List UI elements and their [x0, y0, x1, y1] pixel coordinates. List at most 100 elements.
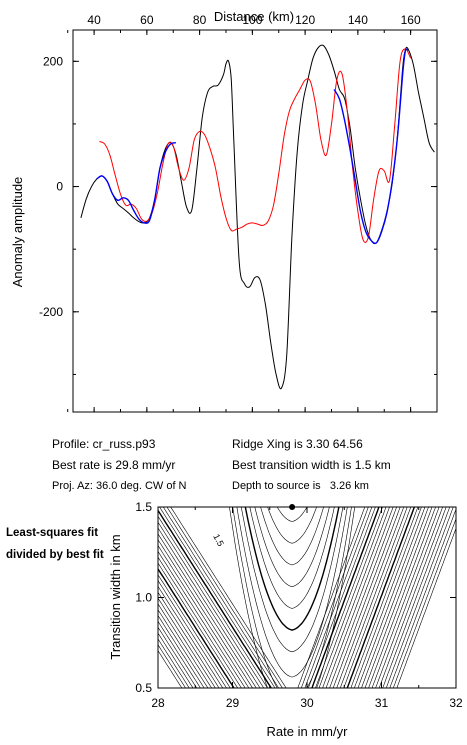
projection-azimuth: Proj. Az: 36.0 deg. CW of N: [52, 480, 187, 492]
misfit-note: Least-squares fit divided by best fit: [6, 527, 104, 561]
depth-to-source: Depth to source is 3.26 km: [232, 480, 369, 492]
contour-line-left-6: [158, 521, 265, 688]
fit-segment-right-line: [333, 48, 409, 245]
y-tick-label-0: 200: [43, 54, 63, 68]
contour-line-left-19: [158, 597, 216, 688]
contour-line-inner-4: [244, 507, 340, 631]
contour-line-left-15: [158, 574, 231, 688]
ridge-crossing: Ridge Xing is 3.30 64.56: [232, 437, 363, 451]
contour-line-left-14: [158, 567, 235, 688]
width-tick-label-1: 1.0: [135, 591, 152, 605]
contour-line-left-2: [162, 507, 280, 688]
contour-line-left-13: [158, 562, 239, 688]
contour-line-right-7: [322, 507, 390, 688]
contour-line-right-23: [378, 507, 447, 688]
contour-line-right-11: [336, 507, 405, 688]
anomaly-profile-chart: 40 60 80 100 120 140 160 200 0 -200 Distance (km…: [10, 9, 438, 413]
contour-line-left-16: [158, 580, 227, 688]
contour-line-right-20: [368, 507, 436, 688]
contour-line-inner-9: [276, 507, 308, 522]
misfit-contour-chart: 28 29 30 31 32 0.5 1.0 1.5 1.5 Rate in mm/yr T…: [108, 500, 463, 739]
contour-line-left-26: [158, 638, 190, 688]
contour-line-left-12: [158, 556, 242, 688]
x-tick-label-5: 140: [348, 13, 368, 27]
observed-anomaly-line: [80, 44, 435, 390]
contour-line-right-0: [297, 507, 366, 688]
contour-line-right-2: [304, 507, 373, 688]
rate-axis-ticks: 28 29 30 31 32: [151, 507, 463, 710]
contour-line-left-20: [158, 603, 213, 688]
contour-line-right-13: [343, 507, 412, 688]
x-tick-label-3: 100: [242, 13, 262, 27]
contour-line-left-11: [158, 550, 246, 688]
contour-line-right-4: [311, 507, 380, 688]
contour-line-left-10: [158, 544, 250, 688]
distance-axis-ticks: 40 60 80 100 120 140 160: [67, 13, 438, 412]
y-tick-label-1: 0: [56, 180, 63, 194]
contour-line-right-9: [329, 507, 397, 688]
y-axis-label-transition-width: Transition width in km: [108, 534, 123, 659]
contour-line-left-23: [158, 620, 201, 688]
contour-line-left-24: [158, 626, 198, 688]
contour-line-left-22: [158, 615, 205, 688]
x-axis-label-rate: Rate in mm/yr: [267, 724, 349, 739]
profile-name: Profile: cr_russ.p93: [52, 437, 156, 451]
fit-segment-left-line: [96, 142, 177, 224]
contour-line-left-0: [170, 507, 287, 688]
contour-line-left-21: [158, 609, 209, 688]
width-tick-label-0: 0.5: [135, 681, 152, 695]
contour-line-right-21: [371, 507, 440, 688]
x-tick-label-4: 120: [295, 13, 315, 27]
contour-line-right-16: [354, 507, 422, 688]
contour-line-left-9: [158, 539, 253, 688]
contour-line-right-14: [346, 507, 416, 688]
contour-line-right-26: [389, 508, 456, 688]
contour-line-right-6: [318, 507, 387, 688]
contour-line-inner-5: [249, 507, 335, 609]
contour-line-right-17: [357, 507, 426, 688]
contour-line-inner-2: [236, 507, 348, 678]
contour-line-left-28: [158, 650, 183, 688]
x-tick-label-2: 80: [193, 13, 207, 27]
x-tick-label-0: 40: [87, 13, 101, 27]
contour-label: 1.5: [211, 532, 226, 548]
best-rate: Best rate is 29.8 mm/yr: [52, 458, 176, 472]
contour-line-right-18: [361, 507, 429, 688]
rate-tick-label-3: 31: [375, 696, 389, 710]
best-fit-point: [289, 504, 296, 510]
contour-line-left-5: [158, 515, 268, 688]
contour-line-inner-3: [240, 507, 344, 653]
x-tick-label-6: 160: [401, 13, 421, 27]
rate-tick-label-0: 28: [151, 696, 165, 710]
rate-tick-label-1: 29: [226, 696, 240, 710]
contour-line-inner-6: [254, 507, 330, 587]
rate-tick-label-2: 30: [300, 696, 314, 710]
amplitude-axis-ticks: 200 0 -200: [39, 54, 437, 375]
contour-line-right-22: [375, 507, 443, 688]
misfit-contour-group: [158, 507, 456, 688]
model-anomaly-line: [99, 48, 412, 243]
contour-line-left-8: [158, 533, 257, 688]
width-tick-label-2: 1.5: [135, 500, 152, 514]
contour-line-left-17: [158, 585, 224, 688]
contour-line-left-25: [158, 632, 194, 688]
y-axis-label-amplitude: Anomaly amplitude: [10, 177, 25, 288]
anomaly-series-group: [80, 44, 435, 390]
contour-line-left-27: [158, 644, 186, 688]
contour-line-right-8: [325, 507, 394, 688]
contour-line-right-27: [392, 517, 456, 688]
contour-line-right-28: [396, 527, 456, 688]
contour-line-right-24: [382, 507, 451, 688]
width-axis-ticks: 0.5 1.0 1.5: [135, 500, 456, 695]
contour-line-inner-8: [267, 507, 317, 544]
x-axis-label-distance: Distance (km): [214, 9, 294, 24]
contour-line-left-4: [158, 509, 273, 688]
contour-line-inner-7: [260, 507, 324, 566]
contour-line-left-7: [158, 527, 261, 688]
rate-tick-label-4: 32: [449, 696, 463, 710]
contour-line-right-12: [339, 507, 408, 688]
contour-line-right-1: [300, 507, 369, 688]
contour-line-right-10: [332, 507, 401, 688]
best-transition-width: Best transition width is 1.5 km: [232, 458, 391, 472]
